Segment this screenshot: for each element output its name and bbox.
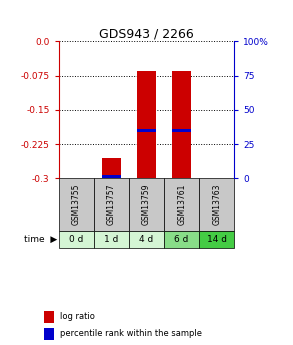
Bar: [59, 230, 94, 248]
Bar: [129, 178, 164, 230]
Bar: [59, 178, 94, 230]
Text: GSM13763: GSM13763: [212, 184, 221, 225]
Text: GSM13761: GSM13761: [177, 184, 186, 225]
Text: GSM13755: GSM13755: [72, 184, 81, 225]
Bar: [199, 230, 234, 248]
Text: GSM13759: GSM13759: [142, 184, 151, 225]
Bar: [94, 230, 129, 248]
Bar: [164, 178, 199, 230]
Bar: [102, 175, 121, 178]
Text: percentile rank within the sample: percentile rank within the sample: [60, 329, 202, 338]
Bar: [164, 230, 199, 248]
Text: GSM13757: GSM13757: [107, 184, 116, 225]
Bar: [199, 178, 234, 230]
Bar: [44, 328, 54, 340]
Bar: [94, 178, 129, 230]
Text: 1 d: 1 d: [104, 235, 119, 244]
Text: 6 d: 6 d: [174, 235, 189, 244]
Bar: [102, 158, 121, 178]
Text: 14 d: 14 d: [207, 235, 227, 244]
Title: GDS943 / 2266: GDS943 / 2266: [99, 27, 194, 40]
Bar: [172, 129, 191, 132]
Text: time  ▶: time ▶: [24, 235, 57, 244]
Text: 4 d: 4 d: [139, 235, 154, 244]
Bar: [44, 310, 54, 323]
Bar: [172, 71, 191, 178]
Bar: [137, 71, 156, 178]
Text: 0 d: 0 d: [69, 235, 84, 244]
Text: log ratio: log ratio: [60, 312, 95, 321]
Bar: [137, 129, 156, 132]
Bar: [129, 230, 164, 248]
